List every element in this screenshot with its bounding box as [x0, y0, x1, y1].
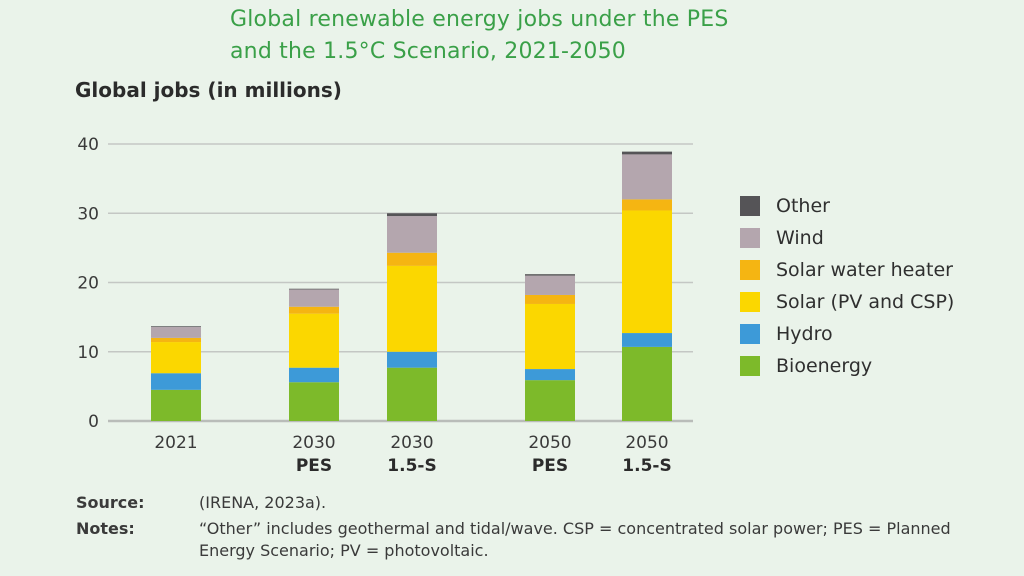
legend-item: Other [740, 190, 954, 222]
bars [151, 151, 672, 421]
source-label: Source: [76, 493, 145, 512]
bar-segment-solar-pv-and-csp [289, 313, 339, 368]
notes-section: Source: (IRENA, 2023a). Notes: “Other” i… [76, 492, 999, 566]
bar-segment-other [622, 151, 672, 155]
y-axis-ticks: 0 10 20 30 40 [77, 135, 99, 432]
notes-label: Notes: [76, 519, 135, 538]
bar-segment-solar-water-heater [387, 252, 437, 266]
bar-segment-solar-water-heater [151, 337, 201, 343]
x-tick-sublabel: 1.5-S [387, 456, 436, 476]
legend-label: Solar (PV and CSP) [776, 291, 955, 313]
legend-item: Solar (PV and CSP) [740, 286, 954, 318]
notes-row: Notes: “Other” includes geothermal and t… [76, 518, 999, 562]
bar-stack [151, 326, 201, 421]
bar-segment-wind [151, 326, 201, 338]
bar-segment-hydro [525, 369, 575, 381]
bar-segment-solar-pv-and-csp [525, 303, 575, 370]
bar-stack [289, 288, 339, 421]
x-tick-label: 2030 [292, 433, 335, 453]
legend-swatch [740, 356, 760, 376]
legend-item: Wind [740, 222, 954, 254]
legend-label: Hydro [776, 323, 833, 345]
bar-stack [622, 151, 672, 421]
x-tick-label: 2021 [154, 433, 197, 453]
bar-stack [387, 213, 437, 421]
bar-segment-solar-water-heater [622, 199, 672, 211]
bar-segment-bioenergy [387, 367, 437, 421]
legend: Other Wind Solar water heater Solar (PV and… [740, 190, 954, 382]
legend-item: Bioenergy [740, 350, 954, 382]
bar-segment-wind [525, 275, 575, 295]
y-tick-label: 20 [77, 274, 99, 294]
bar-stack [525, 274, 575, 421]
y-tick-label: 30 [77, 204, 99, 224]
bar-segment-solar-water-heater [289, 306, 339, 314]
bar-segment-wind [289, 289, 339, 307]
chart-title-line1: Global renewable energy jobs under the P… [230, 7, 729, 32]
legend-swatch [740, 228, 760, 248]
bar-segment-hydro [387, 351, 437, 368]
legend-item: Solar water heater [740, 254, 954, 286]
chart-title: Global renewable energy jobs under the P… [230, 4, 790, 68]
x-axis-labels: 2021 2030 PES 2030 1.5-S 2050 PES 2050 1.5-S [154, 433, 671, 476]
bar-segment-bioenergy [525, 380, 575, 421]
x-tick-label: 2050 [625, 433, 668, 453]
legend-label: Wind [776, 227, 824, 249]
bar-segment-other [289, 288, 339, 290]
bar-segment-bioenergy [289, 382, 339, 421]
notes-text: “Other” includes geothermal and tidal/wa… [199, 519, 951, 560]
y-tick-label: 10 [77, 343, 99, 363]
source-row: Source: (IRENA, 2023a). [76, 492, 999, 514]
legend-swatch [740, 196, 760, 216]
source-text: (IRENA, 2023a). [199, 493, 327, 512]
legend-label: Other [776, 195, 830, 217]
bar-segment-other [151, 326, 201, 327]
legend-swatch [740, 324, 760, 344]
bar-segment-solar-pv-and-csp [622, 210, 672, 334]
legend-swatch [740, 260, 760, 280]
x-tick-sublabel: PES [296, 456, 332, 476]
x-tick-sublabel: PES [532, 456, 568, 476]
y-tick-label: 40 [77, 135, 99, 155]
legend-label: Bioenergy [776, 355, 873, 377]
bar-segment-solar-pv-and-csp [151, 342, 201, 374]
bar-segment-hydro [622, 333, 672, 347]
bar-segment-wind [622, 154, 672, 200]
bar-segment-solar-water-heater [525, 294, 575, 304]
bar-segment-other [387, 213, 437, 217]
x-tick-label: 2030 [390, 433, 433, 453]
bar-segment-hydro [289, 367, 339, 383]
bar-segment-wind [387, 216, 437, 253]
y-tick-label: 0 [88, 412, 99, 432]
x-tick-sublabel: 1.5-S [622, 456, 671, 476]
bar-segment-hydro [151, 373, 201, 390]
chart-title-line2: and the 1.5°C Scenario, 2021-2050 [230, 39, 626, 64]
bar-segment-bioenergy [622, 346, 672, 421]
x-tick-label: 2050 [528, 433, 571, 453]
legend-item: Hydro [740, 318, 954, 350]
bar-segment-other [525, 274, 575, 276]
y-axis-title: Global jobs (in millions) [75, 78, 342, 102]
bar-segment-solar-pv-and-csp [387, 265, 437, 352]
legend-label: Solar water heater [776, 259, 953, 281]
legend-swatch [740, 292, 760, 312]
bar-segment-bioenergy [151, 389, 201, 421]
